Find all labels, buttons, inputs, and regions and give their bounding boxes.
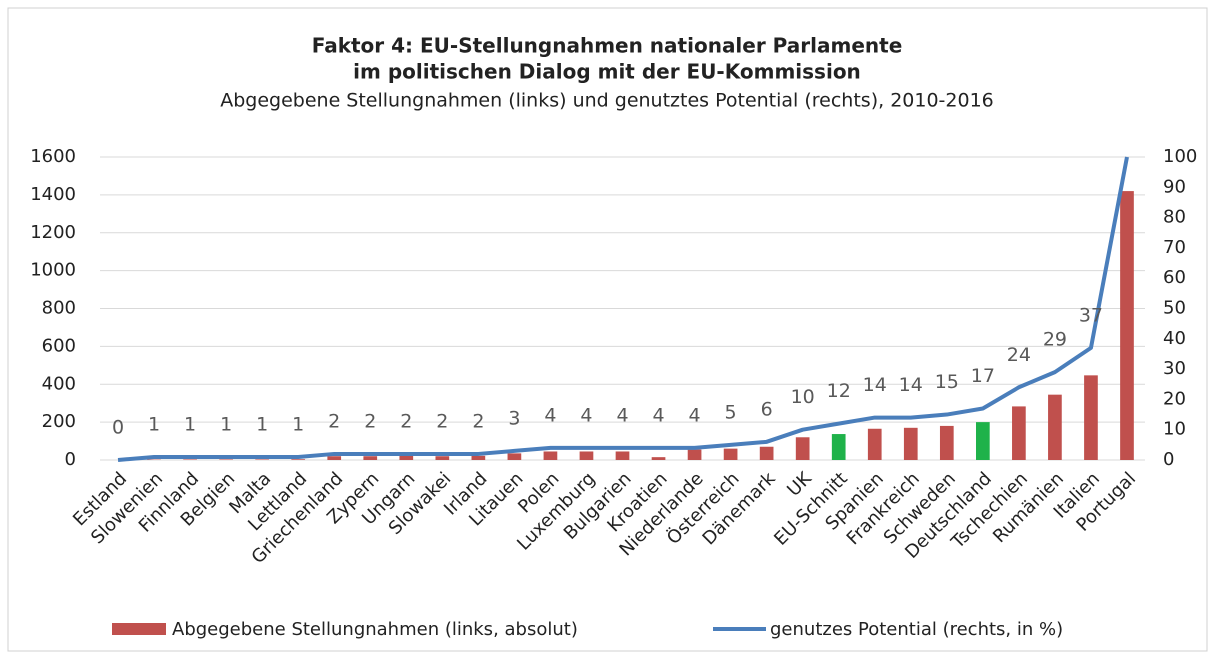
data-label: 4 bbox=[652, 404, 664, 426]
bar bbox=[976, 422, 990, 460]
bar bbox=[183, 459, 197, 460]
bar bbox=[724, 449, 738, 460]
data-label: 14 bbox=[899, 374, 923, 396]
data-label: 0 bbox=[112, 417, 124, 439]
bar bbox=[363, 456, 377, 460]
data-label: 1 bbox=[184, 413, 196, 435]
bar bbox=[435, 456, 449, 460]
y2-tick-label: 100 bbox=[1163, 146, 1197, 167]
data-label: 1 bbox=[220, 413, 232, 435]
data-label: 17 bbox=[971, 365, 995, 387]
y-tick-label: 1600 bbox=[30, 146, 76, 167]
data-label: 37 bbox=[1079, 304, 1103, 326]
legend-label: genutzes Potential (rechts, in %) bbox=[770, 619, 1063, 640]
bar bbox=[255, 459, 269, 460]
y2-tick-label: 60 bbox=[1163, 267, 1186, 288]
bar bbox=[1084, 375, 1098, 460]
y-tick-label: 1200 bbox=[30, 222, 76, 243]
data-label: 2 bbox=[364, 410, 376, 432]
y2-tick-label: 10 bbox=[1163, 419, 1186, 440]
data-label: 15 bbox=[935, 371, 959, 393]
data-label: 4 bbox=[616, 404, 628, 426]
bar bbox=[688, 450, 702, 460]
y-tick-label: 1400 bbox=[30, 184, 76, 205]
data-label: 2 bbox=[436, 410, 448, 432]
bar bbox=[472, 456, 486, 460]
data-label: 10 bbox=[791, 386, 815, 408]
bar bbox=[508, 453, 522, 460]
chart-title: im politischen Dialog mit der EU-Kommiss… bbox=[353, 60, 861, 84]
bar bbox=[760, 447, 774, 460]
data-label: 4 bbox=[544, 404, 556, 426]
y2-tick-label: 80 bbox=[1163, 207, 1186, 228]
bar bbox=[327, 456, 341, 460]
data-label: 2 bbox=[328, 410, 340, 432]
y2-tick-label: 90 bbox=[1163, 176, 1186, 197]
bar bbox=[291, 459, 305, 460]
y-tick-label: 0 bbox=[65, 449, 76, 470]
data-label: 14 bbox=[863, 374, 887, 396]
y-tick-label: 200 bbox=[42, 411, 76, 432]
bar bbox=[580, 451, 594, 460]
data-label: 1 bbox=[292, 413, 304, 435]
bar bbox=[832, 434, 846, 460]
data-label: 4 bbox=[580, 404, 592, 426]
bar bbox=[940, 426, 954, 460]
data-label: 1 bbox=[148, 413, 160, 435]
bar bbox=[796, 437, 810, 460]
bar bbox=[652, 457, 666, 460]
data-label: 2 bbox=[400, 410, 412, 432]
y2-tick-label: 70 bbox=[1163, 237, 1186, 258]
y2-tick-label: 20 bbox=[1163, 388, 1186, 409]
y2-tick-label: 30 bbox=[1163, 358, 1186, 379]
bar bbox=[399, 456, 413, 460]
data-label: 2 bbox=[472, 410, 484, 432]
legend-label: Abgegebene Stellungnahmen (links, absolu… bbox=[172, 619, 578, 640]
bar bbox=[1048, 395, 1062, 460]
data-label: 5 bbox=[725, 401, 737, 423]
chart-subtitle: Abgegebene Stellungnahmen (links) und ge… bbox=[220, 90, 994, 112]
data-label: 29 bbox=[1043, 329, 1067, 351]
bar bbox=[616, 451, 630, 460]
data-label: 24 bbox=[1007, 344, 1031, 366]
y-tick-label: 1000 bbox=[30, 260, 76, 281]
bar bbox=[1120, 191, 1134, 460]
data-label: 12 bbox=[827, 380, 851, 402]
y2-tick-label: 50 bbox=[1163, 298, 1186, 319]
bar bbox=[868, 429, 882, 460]
legend-swatch bbox=[112, 623, 166, 635]
bar bbox=[904, 428, 918, 460]
y-tick-label: 600 bbox=[42, 335, 76, 356]
chart-title: Faktor 4: EU-Stellungnahmen nationaler P… bbox=[312, 34, 903, 58]
data-label: 4 bbox=[689, 404, 701, 426]
bar bbox=[1012, 406, 1026, 460]
data-label: 3 bbox=[508, 407, 520, 429]
bar bbox=[544, 451, 558, 460]
bar bbox=[219, 459, 233, 460]
data-label: 1 bbox=[256, 413, 268, 435]
y2-tick-label: 0 bbox=[1163, 449, 1174, 470]
data-label: 6 bbox=[761, 398, 773, 420]
y2-tick-label: 40 bbox=[1163, 328, 1186, 349]
y-tick-label: 400 bbox=[42, 373, 76, 394]
y-tick-label: 800 bbox=[42, 298, 76, 319]
